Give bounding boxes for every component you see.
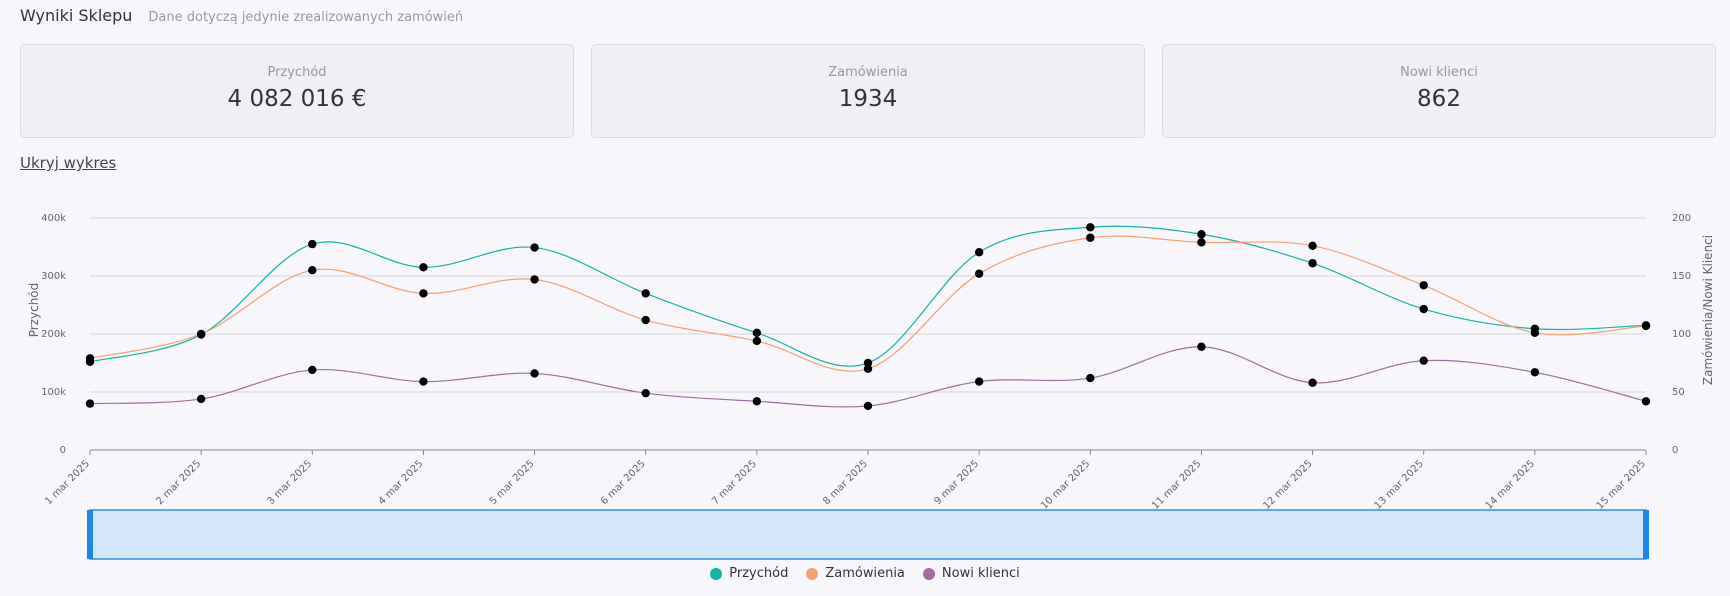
x-tick-label: 6 mar 2025 [599,458,648,507]
data-point [419,377,428,386]
data-point [752,397,762,406]
legend-label-new-clients: Nowi klienci [941,566,1020,581]
page-title: Wyniki Sklepu [20,6,133,25]
data-point [1419,356,1428,365]
x-tick-label: 7 mar 2025 [710,458,759,507]
data-point [530,243,539,252]
data-point [974,248,984,257]
data-point [1197,342,1206,351]
data-point [863,401,873,411]
data-point [1197,230,1206,239]
data-point [1641,321,1651,331]
x-tick-label: 13 mar 2025 [1372,458,1425,511]
data-point [530,275,539,284]
range-handle-right[interactable] [1643,510,1649,559]
new-clients-label: Nowi klienci [1400,65,1478,80]
x-tick-label: 8 mar 2025 [821,458,870,507]
data-point [1530,368,1540,377]
new-clients-card: Nowi klienci 862 [1162,44,1716,138]
x-tick-label: 3 mar 2025 [266,458,315,507]
legend-label-orders: Zamówienia [825,566,905,581]
legend-item-orders[interactable]: Zamówienia [806,566,905,581]
data-point [85,399,95,408]
data-point [1197,238,1206,247]
data-point [1086,373,1095,383]
x-tick-label: 9 mar 2025 [932,458,981,507]
series-line-1 [89,235,1647,372]
data-point [1419,304,1428,314]
left-tick-label: 400k [41,213,66,224]
data-point [641,388,650,398]
orders-value: 1934 [838,86,898,112]
left-axis-title: Przychód [27,283,41,338]
legend-item-new-clients[interactable]: Nowi klienci [922,566,1020,581]
right-tick-label: 150 [1672,271,1691,282]
right-tick-label: 0 [1672,445,1678,456]
range-selector[interactable] [89,509,1647,560]
hide-chart-link[interactable]: Ukryj wykres [20,154,117,172]
legend-dot-revenue [710,567,723,580]
legend-item-revenue[interactable]: Przychód [710,566,788,581]
revenue-label: Przychód [267,65,327,80]
chart-legend: Przychód Zamówienia Nowi klienci [0,566,1730,581]
right-axis-title: Zamówienia/Nowi Klienci [1701,235,1715,385]
x-tick-label: 5 mar 2025 [488,458,537,507]
data-point [196,394,206,404]
data-point [1641,397,1651,406]
x-tick-label: 4 mar 2025 [377,458,426,507]
page-subtitle: Dane dotyczą jedynie zrealizowanych zamó… [148,10,464,25]
data-point [641,289,650,298]
data-point [863,364,873,373]
x-tick-label: 11 mar 2025 [1150,458,1203,511]
data-point [1419,281,1428,290]
x-tick-label: 10 mar 2025 [1039,458,1092,511]
data-point [308,239,317,249]
right-tick-label: 100 [1672,329,1691,340]
data-point [1308,241,1317,251]
legend-dot-new-clients [922,567,935,580]
data-point [1086,223,1095,232]
left-tick-label: 300k [41,271,66,282]
data-point [1308,378,1317,387]
left-tick-label: 200k [41,329,66,340]
data-point [752,336,762,346]
series-line-0 [89,225,1647,367]
revenue-card: Przychód 4 082 016 € [20,44,574,138]
data-point [974,269,984,278]
right-tick-label: 50 [1672,387,1685,398]
data-point [419,263,428,272]
series-line-2 [89,346,1647,408]
left-tick-label: 0 [60,445,66,456]
data-point [641,315,650,325]
data-point [419,289,428,298]
data-point [752,328,762,338]
x-tick-label: 15 mar 2025 [1595,458,1648,511]
orders-label: Zamówienia [828,65,908,80]
x-tick-label: 14 mar 2025 [1484,458,1537,511]
data-point [308,365,317,375]
data-point [1308,259,1317,268]
orders-card: Zamówienia 1934 [591,44,1145,138]
x-tick-label: 12 mar 2025 [1261,458,1314,511]
new-clients-value: 862 [1417,86,1461,112]
data-point [530,369,539,378]
data-point [308,266,317,275]
right-tick-label: 200 [1672,213,1691,224]
left-tick-label: 100k [41,387,66,398]
data-point [85,354,95,363]
data-point [196,329,206,339]
data-point [1530,328,1540,338]
data-point [863,358,873,368]
x-tick-label: 2 mar 2025 [154,458,203,507]
legend-dot-orders [806,567,819,580]
data-point [1086,233,1095,242]
x-tick-label: 1 mar 2025 [43,458,92,507]
range-handle-left[interactable] [87,510,93,559]
legend-label-revenue: Przychód [729,566,789,581]
page-header: Wyniki Sklepu Dane dotyczą jedynie zreal… [20,6,463,25]
data-point [974,377,984,386]
revenue-value: 4 082 016 € [227,86,367,112]
